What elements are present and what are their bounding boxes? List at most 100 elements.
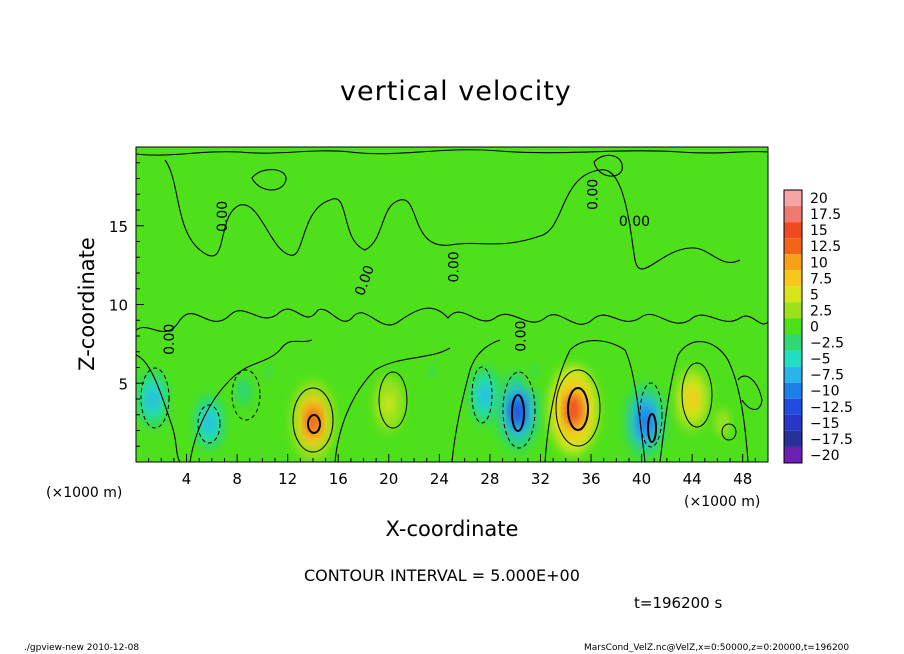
contour-label: 0.00 — [513, 321, 529, 352]
zero-contour-lower — [136, 307, 768, 333]
zero-contour-col-1 — [189, 339, 313, 462]
velocity-cell-2 — [231, 369, 256, 413]
contour-plus5-c — [555, 369, 601, 447]
velocity-cell-11 — [258, 352, 280, 390]
x-axis-label: X-coordinate — [386, 517, 519, 541]
contour-plus10-b — [567, 387, 589, 431]
colorbar-swatch — [784, 270, 802, 287]
zero-contour-top — [136, 149, 768, 156]
contour-label: 0.00 — [162, 324, 178, 355]
contour-minus5-d — [471, 366, 493, 424]
contour-plus10-a — [307, 414, 321, 434]
zero-contour-col-2 — [334, 347, 451, 462]
contour-label: 0.00 — [619, 214, 650, 230]
footer-source: MarsCond_VelZ.nc@VelZ,x=0:50000,z=0:2000… — [584, 643, 850, 653]
contour-minus5-c — [231, 369, 261, 421]
contour-plus5-e — [721, 423, 737, 441]
field-background — [136, 147, 768, 462]
colorbar-swatch — [784, 190, 802, 207]
velocity-blob — [530, 364, 538, 378]
strong-contours — [307, 387, 657, 443]
velocity-cell-3 — [290, 380, 336, 462]
contour-label: 0.00 — [446, 251, 462, 282]
contour-label: 0.00 — [585, 179, 601, 210]
x-unit-label: (×1000 m) — [684, 494, 760, 510]
colorbar-label: −15 — [810, 416, 840, 432]
velocity-blob — [146, 388, 159, 410]
x-tick-label: 36 — [581, 470, 600, 488]
colorbar-swatch — [784, 350, 802, 367]
contour-minus5-b — [197, 404, 221, 444]
colorbar: 2017.51512.5107.552.50−2.5−5−7.5−10−12.5… — [783, 189, 853, 464]
contour-plus5-b — [378, 371, 408, 429]
x-tick-label: 48 — [733, 470, 752, 488]
colorbar-swatch — [784, 302, 802, 319]
colorbar-frame — [783, 189, 803, 464]
z-tick-label: 5 — [118, 375, 128, 393]
contour-minus10-a — [511, 394, 525, 432]
colorbar-swatch — [784, 382, 802, 399]
velocity-cell-10 — [710, 402, 735, 444]
velocity-blob — [239, 383, 248, 399]
velocity-cell-5 — [468, 366, 502, 426]
x-tick-label: 12 — [278, 470, 297, 488]
z-axis-label: Z-coordinate — [75, 237, 99, 371]
velocity-blob — [264, 364, 273, 378]
colorbar-label: 0 — [810, 320, 819, 336]
colorbar-label: −20 — [810, 448, 840, 464]
colorbar-swatch — [784, 366, 802, 383]
colorbar-swatch — [784, 398, 802, 415]
x-tick-label: 28 — [480, 470, 499, 488]
positive-contours — [292, 362, 737, 453]
colorbar-swatch — [784, 238, 802, 255]
colorbar-swatch — [784, 206, 802, 223]
colorbar-label: −7.5 — [810, 368, 844, 384]
colorbar-label: 17.5 — [810, 207, 841, 223]
colorbar-swatch — [784, 318, 802, 335]
contour-plus5-d — [681, 362, 713, 428]
z-tick-label: 15 — [109, 218, 128, 236]
colorbar-swatch — [784, 286, 802, 303]
zero-contour-cloud-2 — [593, 154, 623, 177]
colorbar-label: −2.5 — [810, 336, 844, 352]
contour-label: 0.00 — [215, 201, 231, 232]
z-tick-label: 10 — [109, 297, 128, 315]
z-unit-label: (×1000 m) — [46, 485, 122, 501]
footer-program: ./gpview-new 2010-12-08 — [24, 643, 140, 653]
x-tick-label: 4 — [182, 470, 192, 488]
colorbar-label: −10 — [810, 384, 840, 400]
velocity-cell-6 — [495, 371, 541, 452]
contour-plus5-a — [292, 387, 334, 453]
colorbar-label: 7.5 — [810, 271, 832, 287]
zero-contour-upper — [164, 159, 741, 270]
plot-area: 0.000.000.000.000.000.000.00 — [135, 146, 769, 463]
colorbar-swatch — [784, 254, 802, 271]
velocity-field — [136, 352, 735, 462]
x-tick-label: 20 — [379, 470, 398, 488]
velocity-blob — [478, 385, 491, 407]
velocity-cell-4 — [373, 376, 404, 431]
x-tick-label: 32 — [531, 470, 550, 488]
zero-contour-col-3 — [451, 339, 501, 462]
colorbar-swatch — [784, 414, 802, 431]
velocity-cell-1 — [193, 394, 226, 451]
zero-contours — [136, 149, 768, 462]
chart-title: vertical velocity — [340, 76, 572, 107]
zero-contour-left-edge — [136, 354, 181, 462]
colorbar-label: 20 — [810, 191, 828, 207]
colorbar-swatch — [784, 222, 802, 239]
velocity-cell-13 — [523, 352, 545, 390]
velocity-cell-12 — [422, 352, 444, 390]
colorbar-label: −17.5 — [810, 432, 853, 448]
contour-minus10-b — [647, 413, 657, 443]
negative-contours — [140, 366, 663, 449]
zero-contour-col-4 — [544, 339, 646, 462]
zero-contour-cloud-1 — [251, 169, 287, 191]
axes: 4 8 12 16 20 24 28 32 36 40 44 4851015X-coordinateZ… — [46, 162, 760, 541]
contour-interval: CONTOUR INTERVAL = 5.000E+00 — [304, 566, 580, 585]
velocity-blob — [685, 387, 699, 411]
colorbar-label: −5 — [810, 352, 831, 368]
colorbar-swatch — [784, 430, 802, 447]
velocity-blob — [429, 364, 437, 378]
